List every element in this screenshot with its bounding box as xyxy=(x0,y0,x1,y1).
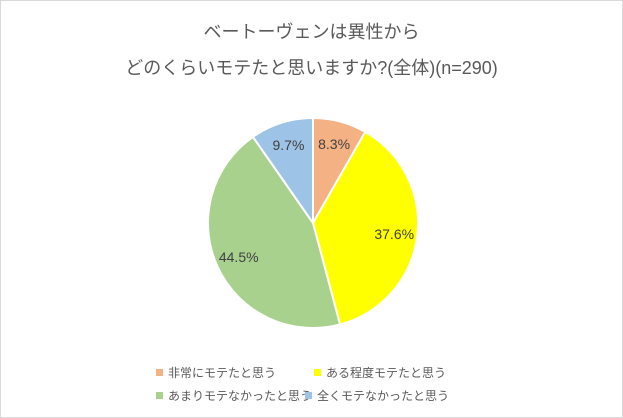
chart-title-line2: どのくらいモテたと思いますか?(全体)(n=290) xyxy=(125,58,498,78)
chart-title-line1: ベートーヴェンは異性から xyxy=(203,22,420,42)
legend-swatch-blue xyxy=(305,392,312,399)
legend-swatch-green xyxy=(156,392,163,399)
legend-item-somewhat-popular: ある程度モテたと思う xyxy=(314,365,446,380)
legend-item-not-popular-at-all: 全くモテなかったと思う xyxy=(305,388,449,403)
legend-label: 非常にモテたと思う xyxy=(168,366,277,380)
legend-swatch-yellow xyxy=(314,369,321,376)
legend-item-very-popular: 非常にモテたと思う xyxy=(156,365,276,380)
pie-slice-4 xyxy=(251,116,314,227)
legend-item-not-very-popular: あまりモテなかったと思う xyxy=(156,388,312,403)
pie-slice-2 xyxy=(311,130,419,326)
legend-label: ある程度モテたと思う xyxy=(326,366,447,380)
legend-label: あまりモテなかったと思う xyxy=(168,389,313,403)
chart-title: ベートーヴェンは異性から どのくらいモテたと思いますか?(全体)(n=290) xyxy=(1,14,622,86)
legend-swatch-orange xyxy=(156,369,163,376)
pie-slice-3 xyxy=(206,135,342,329)
legend-label: 全くモテなかったと思う xyxy=(317,389,450,403)
